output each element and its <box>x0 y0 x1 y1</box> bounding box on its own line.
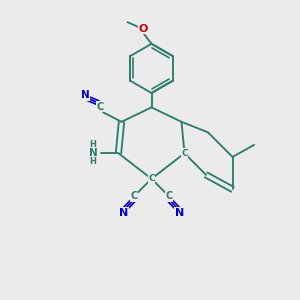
Text: H: H <box>90 140 96 149</box>
Text: N: N <box>81 90 90 100</box>
Text: N: N <box>88 148 98 158</box>
Text: H: H <box>90 157 96 166</box>
Text: N: N <box>119 208 128 218</box>
Text: C: C <box>148 174 155 183</box>
Text: C: C <box>96 102 103 112</box>
Text: C: C <box>181 149 188 158</box>
Text: C: C <box>165 191 172 201</box>
Text: O: O <box>138 24 148 34</box>
Text: N: N <box>175 208 184 218</box>
Text: C: C <box>130 191 138 201</box>
